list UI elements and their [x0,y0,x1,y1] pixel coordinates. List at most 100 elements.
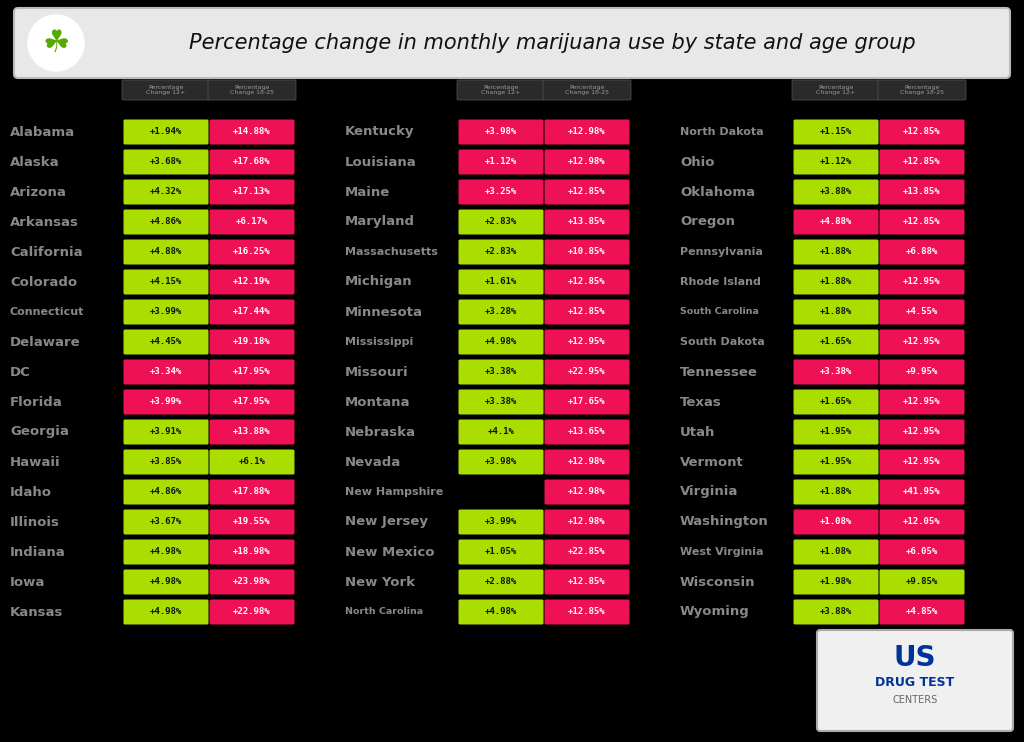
Text: +17.65%: +17.65% [568,398,606,407]
Text: +6.1%: +6.1% [239,458,265,467]
FancyBboxPatch shape [880,360,965,384]
Text: +3.38%: +3.38% [485,398,517,407]
Text: +12.98%: +12.98% [568,458,606,467]
Text: Percentage
Change 12+: Percentage Change 12+ [816,85,856,96]
FancyBboxPatch shape [794,510,879,534]
FancyBboxPatch shape [880,570,965,594]
Text: Louisiana: Louisiana [345,156,417,168]
Text: +6.05%: +6.05% [906,548,938,556]
Text: +9.95%: +9.95% [906,367,938,376]
Text: +3.28%: +3.28% [485,307,517,317]
FancyBboxPatch shape [880,209,965,234]
Text: Massachusetts: Massachusetts [345,247,438,257]
Text: +17.95%: +17.95% [233,367,270,376]
FancyBboxPatch shape [124,269,209,295]
FancyBboxPatch shape [459,329,544,355]
Text: Colorado: Colorado [10,275,77,289]
FancyBboxPatch shape [124,300,209,324]
FancyBboxPatch shape [880,390,965,415]
Text: Alabama: Alabama [10,125,75,139]
FancyBboxPatch shape [880,450,965,474]
FancyBboxPatch shape [880,119,965,145]
FancyBboxPatch shape [794,119,879,145]
Text: West Virginia: West Virginia [680,547,764,557]
FancyBboxPatch shape [794,209,879,234]
FancyBboxPatch shape [459,180,544,205]
Text: Mississippi: Mississippi [345,337,414,347]
Text: Wisconsin: Wisconsin [680,576,756,588]
Text: Idaho: Idaho [10,485,52,499]
Text: +19.18%: +19.18% [233,338,270,347]
Text: +17.68%: +17.68% [233,157,270,166]
Text: +9.85%: +9.85% [906,577,938,586]
Text: +1.65%: +1.65% [820,398,852,407]
Text: Maine: Maine [345,186,390,199]
FancyBboxPatch shape [210,479,295,505]
Text: +1.15%: +1.15% [820,128,852,137]
Text: New York: New York [345,576,415,588]
Text: Arizona: Arizona [10,186,67,199]
Text: +12.98%: +12.98% [568,128,606,137]
Text: +4.86%: +4.86% [150,217,182,226]
FancyBboxPatch shape [124,450,209,474]
Text: +12.85%: +12.85% [568,188,606,197]
Text: Texas: Texas [680,395,722,409]
FancyBboxPatch shape [124,240,209,264]
Text: +4.55%: +4.55% [906,307,938,317]
FancyBboxPatch shape [794,149,879,174]
Text: +18.98%: +18.98% [233,548,270,556]
Text: Utah: Utah [680,425,716,439]
Text: Florida: Florida [10,395,62,409]
FancyBboxPatch shape [124,390,209,415]
Text: Alaska: Alaska [10,156,59,168]
Text: +3.99%: +3.99% [150,398,182,407]
Text: +1.61%: +1.61% [485,278,517,286]
Text: Oregon: Oregon [680,215,735,229]
Text: New Jersey: New Jersey [345,516,428,528]
Text: +4.98%: +4.98% [150,608,182,617]
FancyBboxPatch shape [880,419,965,444]
FancyBboxPatch shape [545,510,630,534]
FancyBboxPatch shape [545,450,630,474]
FancyBboxPatch shape [459,300,544,324]
Text: Percentage
Change 18-25: Percentage Change 18-25 [565,85,609,96]
Text: +6.88%: +6.88% [906,248,938,257]
FancyBboxPatch shape [545,419,630,444]
FancyBboxPatch shape [210,269,295,295]
Text: +3.68%: +3.68% [150,157,182,166]
FancyBboxPatch shape [545,209,630,234]
Text: Ohio: Ohio [680,156,715,168]
FancyBboxPatch shape [545,539,630,565]
FancyBboxPatch shape [122,80,210,100]
Text: Minnesota: Minnesota [345,306,423,318]
Text: New Hampshire: New Hampshire [345,487,443,497]
FancyBboxPatch shape [124,570,209,594]
FancyBboxPatch shape [208,80,296,100]
Text: +12.95%: +12.95% [903,338,941,347]
FancyBboxPatch shape [545,600,630,625]
Text: ☘: ☘ [42,28,70,57]
Text: +17.13%: +17.13% [233,188,270,197]
Text: +1.12%: +1.12% [485,157,517,166]
FancyBboxPatch shape [124,209,209,234]
FancyBboxPatch shape [459,269,544,295]
Text: Percentage
Change 18-25: Percentage Change 18-25 [900,85,944,96]
FancyBboxPatch shape [124,180,209,205]
Text: Missouri: Missouri [345,366,409,378]
Text: Oklahoma: Oklahoma [680,186,755,199]
FancyBboxPatch shape [794,570,879,594]
Text: Hawaii: Hawaii [10,456,60,468]
FancyBboxPatch shape [210,329,295,355]
FancyBboxPatch shape [880,269,965,295]
Text: +6.17%: +6.17% [236,217,268,226]
Text: +3.99%: +3.99% [150,307,182,317]
FancyBboxPatch shape [794,240,879,264]
Text: +3.25%: +3.25% [485,188,517,197]
FancyBboxPatch shape [817,630,1013,731]
Text: +4.88%: +4.88% [150,248,182,257]
Text: Arkansas: Arkansas [10,215,79,229]
Text: Washington: Washington [680,516,769,528]
FancyBboxPatch shape [124,510,209,534]
FancyBboxPatch shape [210,360,295,384]
Text: +4.98%: +4.98% [150,548,182,556]
